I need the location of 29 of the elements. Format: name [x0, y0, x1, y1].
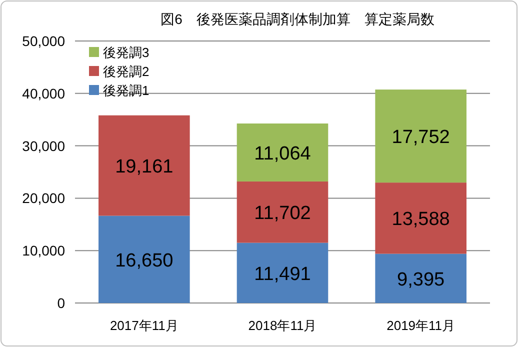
x-tick-label: 2017年11月 [110, 318, 178, 333]
y-tick-label: 10,000 [22, 242, 66, 259]
x-tick-label: 2019年11月 [386, 318, 456, 333]
bar [375, 182, 466, 254]
data-label: 9,395 [397, 269, 445, 290]
bar [98, 216, 190, 303]
y-tick-label: 40,000 [22, 85, 66, 102]
y-tick-label: 0 [57, 295, 66, 311]
bar [98, 115, 190, 216]
x-tick-label: 2018年11月 [248, 318, 317, 333]
bar [236, 181, 328, 243]
bar [375, 90, 466, 183]
legend-label: 後発調2 [103, 64, 150, 79]
data-label: 11,491 [254, 264, 311, 285]
bar [375, 254, 466, 303]
y-tick-label: 50,000 [22, 33, 66, 49]
bar [236, 242, 328, 303]
legend-label: 後発調3 [103, 45, 150, 60]
data-label: 11,064 [254, 143, 312, 164]
y-tick-label: 30,000 [22, 138, 66, 154]
data-label: 17,752 [392, 127, 450, 148]
y-tick-label: 20,000 [22, 190, 66, 206]
data-label: 11,702 [254, 203, 311, 224]
bar [236, 123, 328, 182]
data-label: 16,650 [115, 250, 174, 272]
chart-title: 図6 後発医薬品調剤体制加算 算定薬局数 [160, 11, 434, 27]
data-label: 19,161 [115, 156, 174, 178]
legend-label: 後発調1 [103, 83, 150, 98]
data-label: 13,588 [392, 209, 450, 230]
